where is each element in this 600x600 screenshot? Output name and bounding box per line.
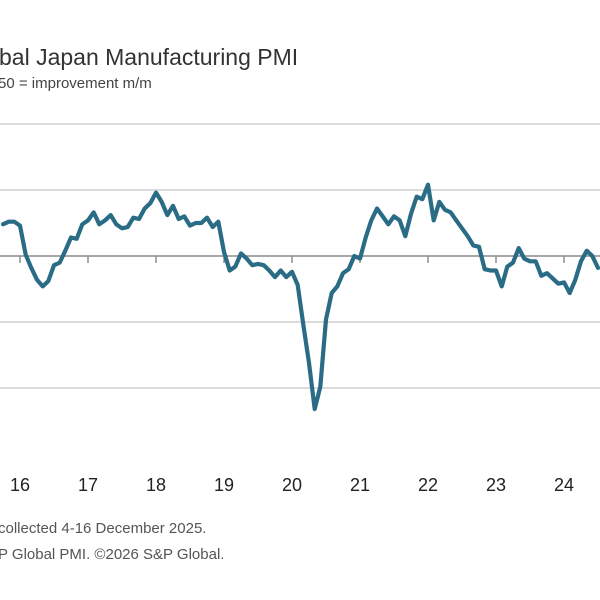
x-tick-label: 20 [282, 475, 302, 495]
x-tick-label: 17 [78, 475, 98, 495]
x-tick-label: 21 [350, 475, 370, 495]
x-tick-label: 16 [10, 475, 30, 495]
x-tick-label: 24 [554, 475, 574, 495]
chart-subtitle: 50 = improvement m/m [0, 75, 152, 92]
footer-source: P Global PMI. ©2026 S&P Global. [0, 546, 225, 563]
chart-title: bal Japan Manufacturing PMI [0, 44, 299, 70]
footer-data-collected: collected 4-16 December 2025. [0, 520, 207, 537]
series-line-pmi [0, 182, 600, 412]
x-tick-label: 18 [146, 475, 166, 495]
x-tick-label: 23 [486, 475, 506, 495]
x-tick-label: 22 [418, 475, 438, 495]
x-tick-label: 19 [214, 475, 234, 495]
